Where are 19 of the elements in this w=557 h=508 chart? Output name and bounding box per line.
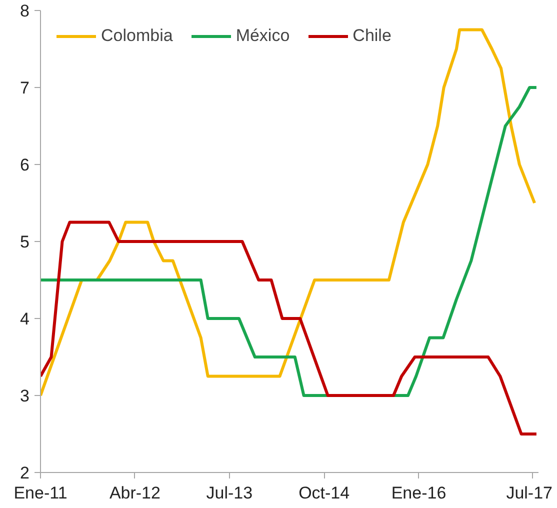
y-tick-label: 4 <box>20 310 30 328</box>
x-tick-label: Jul-13 <box>206 484 253 502</box>
y-tick-label: 7 <box>20 78 30 98</box>
y-tick-label: 3 <box>20 386 30 406</box>
y-tick-label: 5 <box>20 232 30 252</box>
x-tick-label: Jul-17 <box>506 484 553 502</box>
legend-label: Chile <box>352 26 392 46</box>
line-series <box>40 220 538 436</box>
line-series <box>40 86 538 397</box>
legend-label: Colombia <box>101 26 173 46</box>
x-tick-label: Oct-14 <box>298 484 350 502</box>
x-tick-label: Abr-12 <box>109 484 160 502</box>
y-tick-label: 2 <box>20 464 30 482</box>
x-tick-label: Ene-11 <box>14 484 68 502</box>
y-tick-label: 8 <box>20 2 30 20</box>
line-series <box>40 28 536 397</box>
x-tick-label: Ene-16 <box>391 484 446 502</box>
y-tick-label: 6 <box>20 156 30 174</box>
legend-label: México <box>236 26 290 46</box>
